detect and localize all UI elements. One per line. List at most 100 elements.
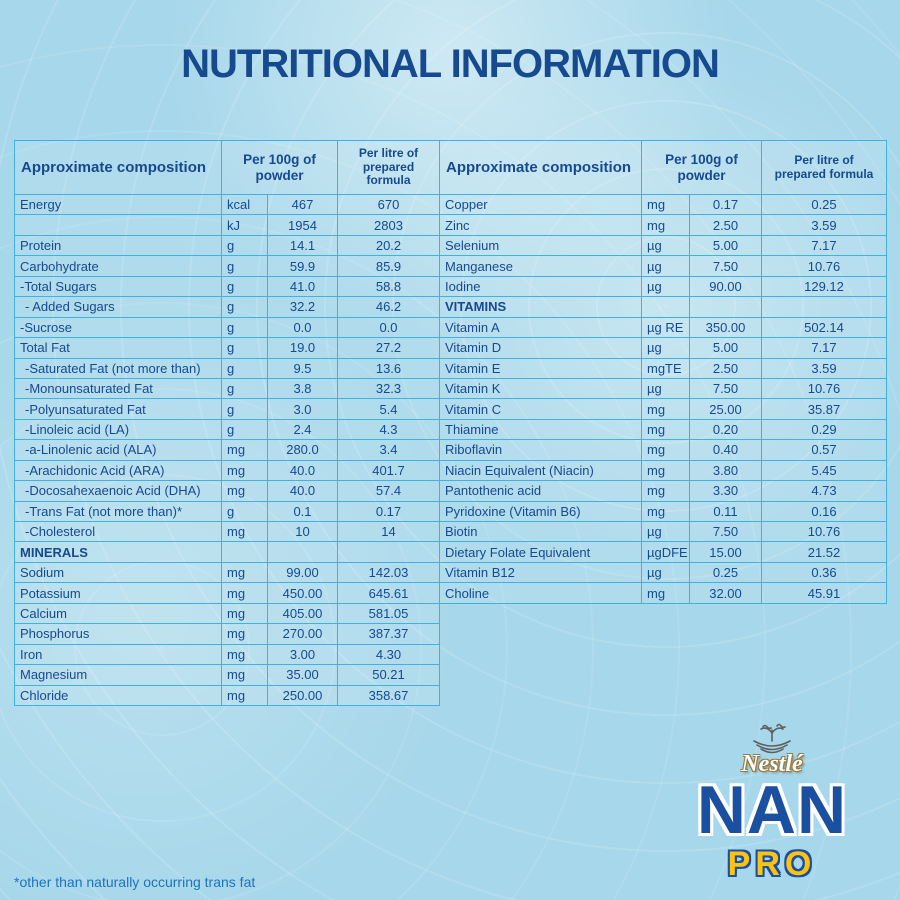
row-per-100g: 250.00	[267, 684, 338, 706]
row-per-100g: 450.00	[267, 582, 338, 604]
row-unit: mg	[221, 602, 268, 625]
row-unit: mg	[641, 214, 690, 236]
row-label: Selenium	[439, 234, 642, 257]
row-unit: mg	[641, 398, 690, 420]
row-label: -Polyunsaturated Fat	[14, 398, 222, 420]
row-per-litre: 35.87	[761, 398, 887, 420]
row-label: Magnesium	[14, 664, 222, 686]
row-unit: g	[221, 316, 268, 339]
table-row: -Linoleic acid (LA) g 2.4 4.3	[14, 418, 440, 441]
row-unit: g	[221, 500, 268, 523]
row-unit: mg	[221, 684, 268, 706]
row-per-100g: 5.00	[689, 337, 762, 359]
row-label: -Linoleic acid (LA)	[14, 418, 222, 441]
row-unit: mg	[641, 459, 690, 482]
row-per-100g: 5.00	[689, 234, 762, 257]
row-label: Carbohydrate	[14, 255, 222, 277]
row-per-litre: 10.76	[761, 520, 887, 543]
row-label: Vitamin D	[439, 337, 642, 359]
row-unit: mg	[641, 480, 690, 502]
row-per-100g: 7.50	[689, 520, 762, 543]
row-per-litre: 57.4	[337, 480, 440, 502]
table-row: Zinc mg 2.50 3.59	[439, 214, 887, 236]
row-per-100g: 40.0	[267, 480, 338, 502]
row-per-litre: 0.17	[337, 500, 440, 523]
row-unit: g	[221, 357, 268, 379]
row-label: -Saturated Fat (not more than)	[14, 357, 222, 379]
row-unit: mg	[221, 623, 268, 645]
column-header: Approximate composition	[14, 140, 222, 195]
row-per-100g: 7.50	[689, 255, 762, 277]
table-row: Copper mg 0.17 0.25	[439, 193, 887, 216]
row-per-100g: 280.0	[267, 439, 338, 461]
row-label: Zinc	[439, 214, 642, 236]
row-unit: g	[221, 275, 268, 298]
row-label: Sodium	[14, 561, 222, 584]
row-per-100g: 40.0	[267, 459, 338, 482]
row-label: MINERALS	[14, 541, 222, 563]
table-row: Iron mg 3.00 4.30	[14, 643, 440, 666]
row-per-litre: 21.52	[761, 541, 887, 563]
row-unit: mg	[641, 582, 690, 604]
row-per-100g: 0.1	[267, 500, 338, 523]
table-row: Calcium mg 405.00 581.05	[14, 602, 440, 625]
table-row: Vitamin B12 µg 0.25 0.36	[439, 561, 887, 584]
row-per-100g: 90.00	[689, 275, 762, 298]
table-row: -Sucrose g 0.0 0.0	[14, 316, 440, 339]
table-row: kJ 1954 2803	[14, 214, 440, 236]
column-header: Approximate composition	[439, 140, 642, 195]
table-row: Pyridoxine (Vitamin B6) mg 0.11 0.16	[439, 500, 887, 523]
row-per-litre: 5.4	[337, 398, 440, 420]
row-per-litre: 7.17	[761, 234, 887, 257]
row-per-100g: 32.00	[689, 582, 762, 604]
row-per-100g: 467	[267, 193, 338, 216]
row-label: Pyridoxine (Vitamin B6)	[439, 500, 642, 523]
row-unit: µg	[641, 255, 690, 277]
table-row: -Arachidonic Acid (ARA) mg 40.0 401.7	[14, 459, 440, 482]
row-unit: g	[221, 255, 268, 277]
table-row: Sodium mg 99.00 142.03	[14, 561, 440, 584]
row-label: -Docosahexaenoic Acid (DHA)	[14, 480, 222, 502]
nestle-nest-icon	[672, 721, 872, 755]
row-per-litre: 5.45	[761, 459, 887, 482]
row-per-litre: 50.21	[337, 664, 440, 686]
row-per-100g: 19.0	[267, 337, 338, 359]
row-per-100g: 2.50	[689, 214, 762, 236]
row-per-100g: 0.25	[689, 561, 762, 584]
table-row: Riboflavin mg 0.40 0.57	[439, 439, 887, 461]
row-unit: µg	[641, 520, 690, 543]
row-per-100g: 1954	[267, 214, 338, 236]
row-label: Iron	[14, 643, 222, 666]
row-per-100g: 405.00	[267, 602, 338, 625]
row-label: Iodine	[439, 275, 642, 298]
row-per-litre: 4.3	[337, 418, 440, 441]
row-unit: mg	[221, 664, 268, 686]
table-row: Thiamine mg 0.20 0.29	[439, 418, 887, 441]
row-unit: mg	[641, 418, 690, 441]
row-label: Vitamin K	[439, 377, 642, 400]
row-per-litre: 20.2	[337, 234, 440, 257]
row-unit: mg	[221, 582, 268, 604]
row-label: -a-Linolenic acid (ALA)	[14, 439, 222, 461]
table-row: Dietary Folate Equivalent µgDFE 15.00 21.52	[439, 541, 887, 563]
row-per-litre: 3.4	[337, 439, 440, 461]
row-label: -Cholesterol	[14, 520, 222, 543]
row-unit	[641, 296, 690, 318]
table-row: Pantothenic acid mg 3.30 4.73	[439, 480, 887, 502]
row-per-100g: 2.50	[689, 357, 762, 379]
row-unit: g	[221, 418, 268, 441]
row-unit: mg	[221, 439, 268, 461]
row-per-100g: 0.17	[689, 193, 762, 216]
row-per-litre: 13.6	[337, 357, 440, 379]
table-row: -Total Sugars g 41.0 58.8	[14, 275, 440, 298]
section-row: VITAMINS	[439, 296, 887, 318]
row-per-litre: 0.16	[761, 500, 887, 523]
row-unit: kcal	[221, 193, 268, 216]
row-unit: mg	[221, 459, 268, 482]
row-per-litre: 2803	[337, 214, 440, 236]
row-per-litre: 14	[337, 520, 440, 543]
section-row: MINERALS	[14, 541, 440, 563]
row-unit: µg RE	[641, 316, 690, 339]
